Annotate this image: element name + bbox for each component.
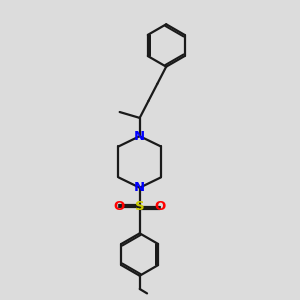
Text: O: O: [155, 200, 166, 213]
Text: S: S: [135, 200, 145, 213]
Text: N: N: [134, 130, 145, 143]
Text: N: N: [134, 181, 145, 194]
Text: O: O: [113, 200, 125, 213]
